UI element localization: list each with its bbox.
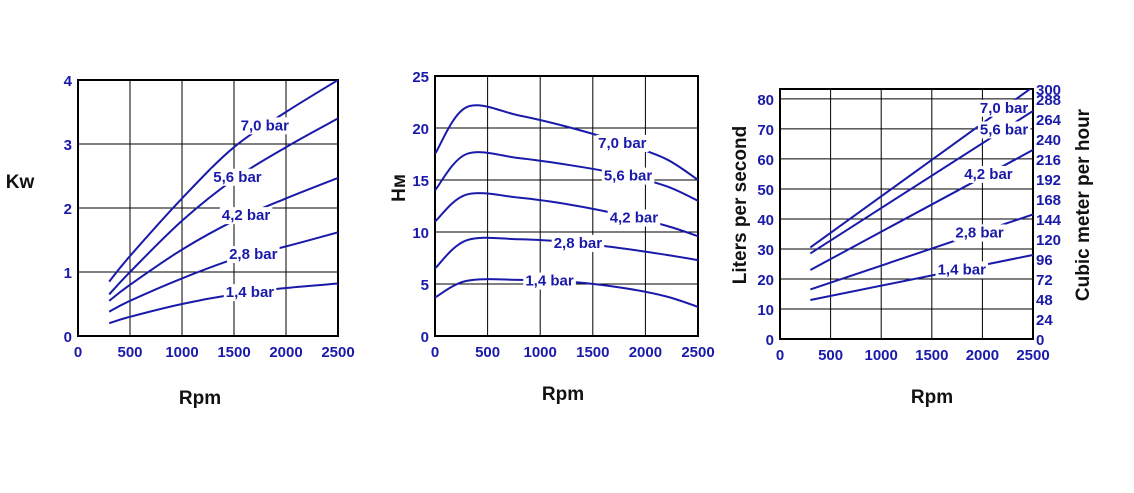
series-label: 4,2 bar — [222, 207, 271, 224]
x-tick-label: 1500 — [915, 347, 948, 364]
series-label: 5,6 bar — [213, 169, 262, 186]
y-tick-label: 40 — [757, 212, 774, 229]
plot-frame — [779, 88, 1034, 340]
y2-tick-label: 96 — [1036, 252, 1053, 269]
x-tick-label: 0 — [776, 347, 784, 364]
series-line — [108, 231, 338, 313]
y-tick-label: 10 — [757, 302, 774, 319]
y-tick-label: 70 — [757, 122, 774, 139]
series-label: 1,4 bar — [938, 261, 987, 278]
y2-tick-label: 240 — [1036, 132, 1061, 149]
y2-tick-label: 24 — [1036, 312, 1053, 329]
y-tick-label: 80 — [757, 92, 774, 109]
y-tick-label: 0 — [421, 329, 429, 346]
x-tick-label: 1500 — [217, 344, 250, 361]
x-tick-label: 1000 — [524, 344, 557, 361]
y-tick-label: 10 — [412, 225, 429, 242]
x-axis-title: Rpm — [179, 388, 221, 409]
series-line — [108, 176, 338, 302]
x-axis-title: Rpm — [911, 387, 953, 408]
y-tick-label: 50 — [757, 182, 774, 199]
x-tick-label: 2500 — [681, 344, 714, 361]
y-tick-label: 5 — [421, 277, 429, 294]
x-tick-label: 2000 — [629, 344, 662, 361]
y-tick-label: 60 — [757, 152, 774, 169]
series-label: 5,6 bar — [980, 121, 1029, 138]
series-label: 4,2 bar — [610, 210, 659, 227]
series-line — [435, 151, 698, 202]
x-tick-label: 500 — [818, 347, 843, 364]
y2-tick-label: 0 — [1036, 332, 1044, 349]
y-tick-label: 2 — [64, 201, 72, 218]
series-line — [810, 253, 1033, 301]
chart-2: 0 500 1000 1500 2000 2500 0 5 10 15 20 25 7,0 bar 5,6… — [389, 69, 715, 405]
y-tick-label: 30 — [757, 242, 774, 259]
y-tick-label: 0 — [64, 329, 72, 346]
y2-tick-label: 72 — [1036, 272, 1053, 289]
y-tick-label: 15 — [412, 173, 429, 190]
y2-tick-label: 48 — [1036, 292, 1053, 309]
series-label: 4,2 bar — [964, 166, 1013, 183]
x-tick-label: 2000 — [269, 344, 302, 361]
series-line — [435, 192, 698, 238]
series-label: 2,8 bar — [554, 235, 603, 252]
y2-tick-label: 144 — [1036, 212, 1062, 229]
series-label: 1,4 bar — [525, 273, 574, 290]
chart-1: 0 500 1000 1500 2000 2500 0 1 2 3 4 7,0 bar 5,6 bar 4… — [6, 73, 355, 409]
plot-frame — [77, 79, 339, 337]
y2-tick-label: 168 — [1036, 192, 1061, 209]
y-tick-label: 20 — [757, 272, 774, 289]
series-label: 7,0 bar — [598, 135, 647, 152]
y2-tick-label: 216 — [1036, 152, 1061, 169]
y2-tick-label: 288 — [1036, 92, 1061, 109]
series-line — [108, 80, 338, 283]
x-tick-label: 2000 — [966, 347, 999, 364]
series-label: 2,8 bar — [229, 246, 278, 263]
series-label: 1,4 bar — [226, 284, 275, 301]
y2-tick-label: 192 — [1036, 172, 1061, 189]
chart-3: 0 500 1000 1500 2000 250001020304050607080024… — [730, 82, 1094, 408]
y-tick-label: 1 — [64, 265, 72, 282]
y-tick-label: 20 — [412, 121, 429, 138]
x-tick-label: 1500 — [576, 344, 609, 361]
y-tick-label: 25 — [412, 69, 429, 86]
x-tick-label: 500 — [475, 344, 500, 361]
series-line — [108, 282, 338, 325]
x-tick-label: 2500 — [1016, 347, 1049, 364]
series-label: 5,6 bar — [604, 168, 653, 185]
y-axis-title: Liters per second — [730, 126, 751, 284]
series-line — [435, 104, 698, 181]
y-axis-title: Kw — [6, 172, 35, 193]
x-tick-label: 1000 — [165, 344, 198, 361]
x-tick-label: 2500 — [321, 344, 354, 361]
y2-axis-title: Cubic meter per hour — [1073, 108, 1094, 301]
series-line — [108, 117, 338, 296]
y2-tick-label: 120 — [1036, 232, 1061, 249]
plot-frame — [434, 75, 699, 337]
x-tick-label: 0 — [74, 344, 82, 361]
y-tick-label: 0 — [766, 332, 774, 349]
series-label: 7,0 bar — [980, 100, 1029, 117]
y-tick-label: 4 — [64, 73, 73, 90]
series-label: 7,0 bar — [241, 117, 290, 134]
y2-tick-label: 264 — [1036, 112, 1062, 129]
x-tick-label: 500 — [117, 344, 142, 361]
x-axis-title: Rpm — [542, 384, 584, 405]
x-tick-label: 1000 — [865, 347, 898, 364]
series-label: 2,8 bar — [955, 224, 1004, 241]
y-axis-title: Hм — [389, 174, 410, 202]
x-tick-label: 0 — [431, 344, 439, 361]
y2-tick-label: 300 — [1036, 82, 1061, 99]
y-tick-label: 3 — [64, 137, 72, 154]
